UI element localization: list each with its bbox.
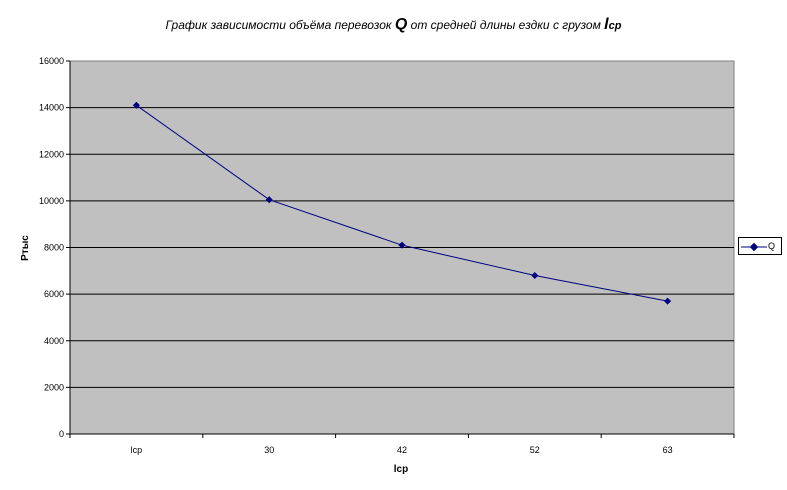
y-tick-label-6000: 6000	[44, 289, 64, 299]
data-point-Q-4	[664, 297, 672, 305]
series-group	[132, 101, 672, 305]
y-tick-label-10000: 10000	[39, 196, 64, 206]
data-point-Q-1	[265, 196, 273, 204]
gridlines	[69, 61, 734, 435]
legend-marker-icon	[741, 242, 767, 252]
data-point-Q-3	[531, 271, 539, 280]
y-tick-label-0: 0	[59, 429, 64, 439]
x-tick-label-0: lcp	[131, 445, 143, 455]
y-axis-label: Pтыс	[20, 235, 31, 261]
chart-title: График зависимости объёма перевозок Q от…	[0, 16, 787, 34]
data-point-Q-2	[398, 241, 406, 249]
y-tick-label-14000: 14000	[39, 103, 64, 113]
x-tick-label-2: 42	[397, 445, 407, 455]
y-tick-label-8000: 8000	[44, 243, 64, 253]
title-symbol-l: l	[604, 16, 609, 33]
data-point-Q-0	[132, 101, 140, 109]
legend-label-q: Q	[768, 241, 776, 251]
title-subscript: ср	[608, 20, 622, 32]
title-part-2: от средней длины ездки с грузом	[407, 18, 605, 32]
y-tick-label-4000: 4000	[44, 336, 64, 346]
y-tick-label-16000: 16000	[39, 56, 64, 66]
title-symbol-q: Q	[394, 16, 408, 33]
y-tick-label-12000: 12000	[39, 149, 64, 159]
x-tick-label-3: 52	[530, 445, 540, 455]
y-axis-ticks: 0 2000 4000 6000 8000 10000 12000 14000 16000	[39, 56, 70, 439]
y-tick-label-2000: 2000	[44, 382, 64, 392]
x-tick-label-1: 30	[264, 445, 274, 455]
x-axis-ticks: lcp 30 42 52 63	[69, 434, 735, 455]
x-tick-label-4: 63	[663, 445, 673, 455]
title-part-1: График зависимости объёма перевозок	[165, 18, 395, 32]
x-axis-label: lcp	[394, 464, 408, 475]
legend: Q	[738, 237, 782, 255]
